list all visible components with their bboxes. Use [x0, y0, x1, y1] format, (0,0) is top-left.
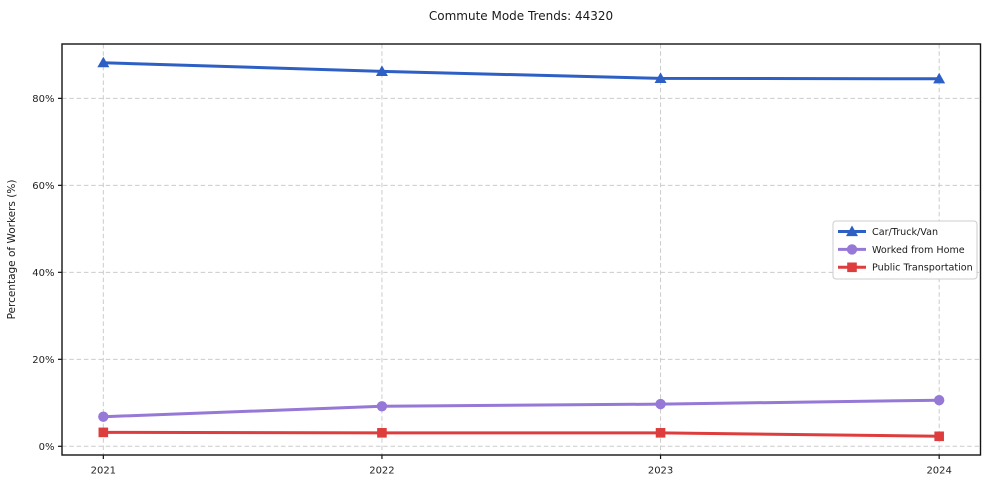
chart-title: Commute Mode Trends: 44320 [429, 9, 613, 23]
series-line-worked-from-home [101, 398, 941, 419]
y-tick-label-20: 20% [32, 355, 54, 366]
legend-triangle-icon [846, 225, 858, 237]
y-tick-label-0: 0% [39, 442, 55, 453]
y-tick-label-60: 60% [32, 181, 54, 192]
data-point-worked-from-home-2023 [655, 398, 666, 410]
data-point-worked-from-home-2021 [98, 411, 109, 422]
data-point-public-transportation-2024 [934, 431, 944, 442]
data-point-car-truck-van-2022 [375, 65, 388, 76]
legend-item-car-truck-van: Car/Truck/Van [838, 225, 938, 238]
data-point-worked-from-home-2024 [933, 395, 945, 406]
x-tick-label-2021: 2021 [91, 466, 116, 477]
legend-item-worked-from-home: Worked from Home [838, 244, 965, 256]
plot-area: 2021 2022 2023 2024 0% 20% 40% 60% 80% Car/Truck/… [32, 43, 982, 477]
series-line-public-transportation [101, 430, 941, 438]
data-point-public-transportation-2021 [98, 427, 109, 438]
data-point-public-transportation-2022 [377, 428, 387, 438]
data-point-worked-from-home-2022 [376, 401, 388, 412]
series-line-car-truck-van [101, 61, 941, 81]
x-tick-label-2023: 2023 [648, 466, 673, 477]
data-point-car-truck-van-2024 [933, 72, 946, 84]
data-point-car-truck-van-2023 [654, 72, 667, 83]
y-tick-label-40: 40% [32, 268, 54, 279]
x-tick-label-2022: 2022 [369, 466, 394, 477]
legend-label-worked-from-home: Worked from Home [872, 245, 965, 256]
legend-label-car-truck-van: Car/Truck/Van [872, 227, 938, 238]
legend-circle-icon [846, 244, 858, 255]
data-point-car-truck-van-2021 [97, 56, 110, 68]
data-point-public-transportation-2023 [655, 428, 666, 438]
x-tick-label-2024: 2024 [926, 466, 951, 477]
y-tick-label-80: 80% [32, 94, 54, 105]
legend-label-public-transportation: Public Transportation [872, 263, 973, 274]
legend-square-icon [847, 262, 857, 273]
legend-item-public-transportation: Public Transportation [838, 262, 973, 274]
y-axis-label: Percentage of Workers (%) [6, 180, 18, 320]
legend [832, 220, 978, 280]
plot-border [61, 43, 982, 456]
